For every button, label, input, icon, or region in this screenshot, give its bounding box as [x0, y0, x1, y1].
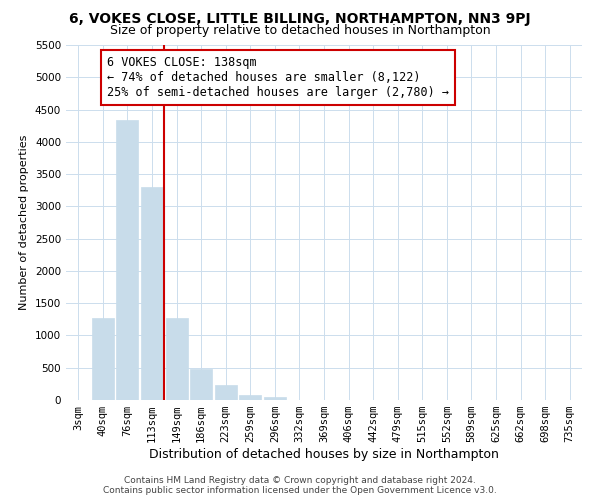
Bar [116, 120, 139, 400]
Bar [190, 369, 212, 400]
Bar [215, 385, 237, 400]
Text: 6, VOKES CLOSE, LITTLE BILLING, NORTHAMPTON, NN3 9PJ: 6, VOKES CLOSE, LITTLE BILLING, NORTHAMP… [69, 12, 531, 26]
X-axis label: Distribution of detached houses by size in Northampton: Distribution of detached houses by size … [149, 448, 499, 461]
Text: Contains HM Land Registry data © Crown copyright and database right 2024.
Contai: Contains HM Land Registry data © Crown c… [103, 476, 497, 495]
Bar [264, 398, 286, 400]
Bar [141, 187, 163, 400]
Text: Size of property relative to detached houses in Northampton: Size of property relative to detached ho… [110, 24, 490, 37]
Y-axis label: Number of detached properties: Number of detached properties [19, 135, 29, 310]
Bar [166, 318, 188, 400]
Text: 6 VOKES CLOSE: 138sqm
← 74% of detached houses are smaller (8,122)
25% of semi-d: 6 VOKES CLOSE: 138sqm ← 74% of detached … [107, 56, 449, 98]
Bar [239, 395, 262, 400]
Bar [92, 318, 114, 400]
